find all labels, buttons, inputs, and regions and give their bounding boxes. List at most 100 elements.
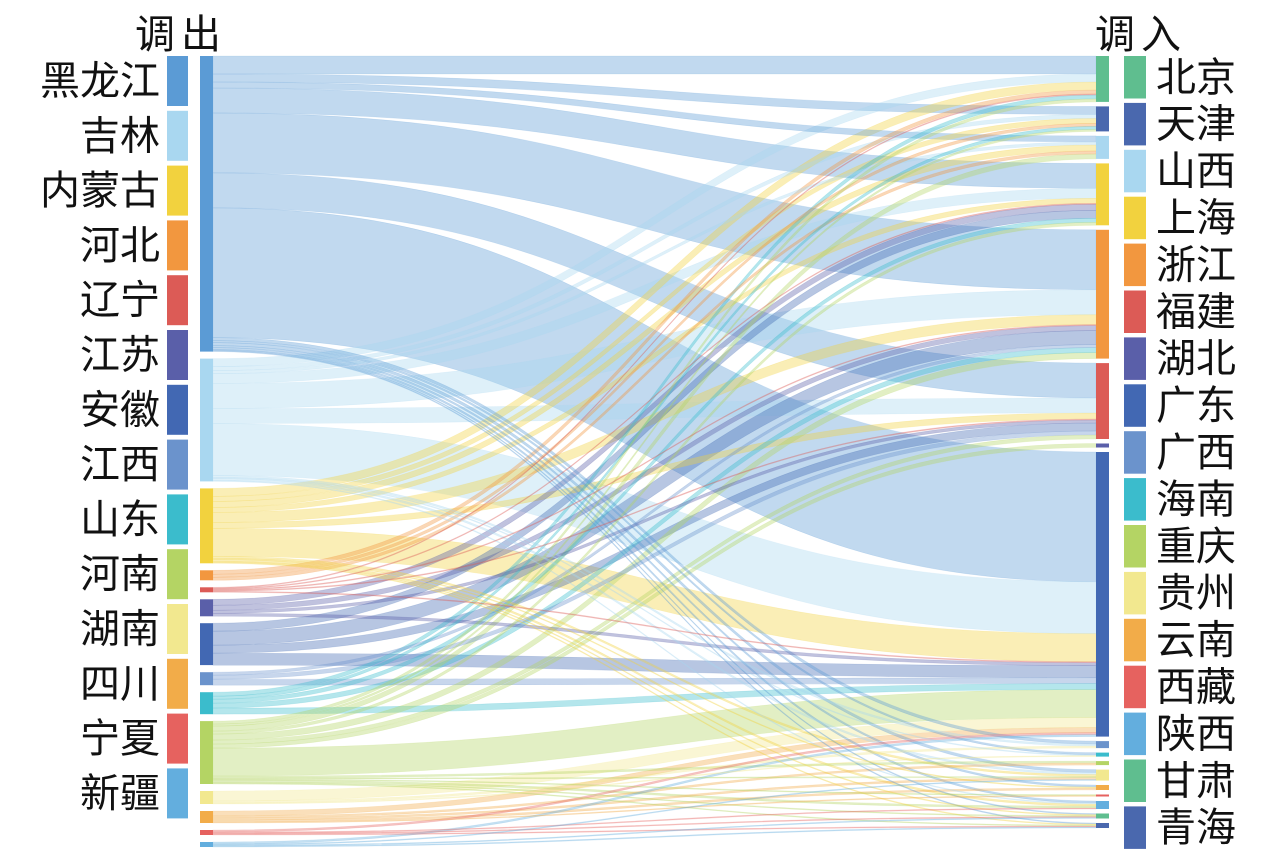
source-label-内蒙古: 内蒙古 (40, 168, 160, 213)
target-label-重庆: 重庆 (1156, 524, 1236, 569)
target-label-广西: 广西 (1156, 430, 1236, 475)
source-label-山东: 山东 (80, 497, 160, 542)
flow-link-黑龙江-北京 (212, 55, 1097, 75)
target-label-广东: 广东 (1156, 383, 1236, 428)
source-label-河北: 河北 (80, 223, 160, 268)
target-label-云南: 云南 (1156, 618, 1236, 663)
target-label-北京: 北京 (1156, 55, 1236, 100)
source-label-宁夏: 宁夏 (80, 716, 160, 761)
target-legend-swatch-浙江 (1124, 243, 1146, 287)
target-legend-swatch-湖北 (1124, 337, 1146, 380)
out-transfer-header: 调出 (135, 12, 227, 57)
source-label-安徽: 安徽 (80, 387, 160, 432)
target-node-陕西 (1096, 801, 1109, 809)
target-legend-swatch-天津 (1124, 102, 1146, 146)
target-legend-swatch-青海 (1124, 806, 1146, 849)
target-legend-swatch-海南 (1124, 478, 1146, 521)
target-node-重庆 (1096, 761, 1109, 766)
target-node-云南 (1096, 785, 1109, 790)
target-label-青海: 青海 (1156, 805, 1236, 850)
target-node-山西 (1096, 135, 1109, 159)
source-node-吉林 (200, 358, 213, 482)
source-legend-swatch-安徽 (167, 384, 188, 435)
source-node-黑龙江 (200, 56, 213, 352)
flow-link-河南-上海 (212, 221, 1097, 735)
target-legend-swatch-西藏 (1124, 665, 1146, 709)
source-label-辽宁: 辽宁 (80, 278, 160, 323)
source-label-新疆: 新疆 (80, 771, 160, 816)
source-node-江西 (200, 672, 213, 686)
target-node-湖北 (1096, 443, 1109, 448)
source-node-河北 (200, 570, 213, 581)
target-node-北京 (1096, 56, 1109, 102)
target-label-陕西: 陕西 (1156, 711, 1236, 756)
target-legend-swatch-甘肃 (1124, 759, 1146, 802)
in-transfer-header: 调入 (1095, 12, 1187, 57)
target-legend-swatch-云南 (1124, 618, 1146, 662)
source-node-四川 (200, 811, 213, 823)
target-label-海南: 海南 (1156, 477, 1236, 522)
target-legend-swatch-山西 (1124, 149, 1146, 193)
source-legend-swatch-吉林 (167, 110, 188, 161)
target-label-甘肃: 甘肃 (1156, 758, 1236, 803)
target-label-西藏: 西藏 (1156, 664, 1236, 709)
node-bars-layer (200, 56, 1109, 847)
target-legend-swatch-贵州 (1124, 571, 1146, 615)
source-label-江西: 江西 (80, 442, 160, 487)
source-legend-swatch-新疆 (167, 768, 188, 819)
target-node-海南 (1096, 752, 1109, 757)
source-label-吉林: 吉林 (80, 113, 160, 158)
source-legend-swatch-河南 (167, 549, 188, 600)
flow-links-layer (212, 55, 1097, 848)
source-legend-swatch-黑龙江 (167, 56, 188, 106)
source-legend-swatch-内蒙古 (167, 165, 188, 216)
target-legend-swatch-广西 (1124, 431, 1146, 474)
target-legend-swatch-上海 (1124, 196, 1146, 240)
target-legend-swatch-广东 (1124, 384, 1146, 427)
source-label-黑龙江: 黑龙江 (40, 59, 160, 104)
source-legend-swatch-湖南 (167, 604, 188, 654)
source-node-安徽 (200, 623, 213, 666)
target-node-贵州 (1096, 769, 1109, 781)
source-label-湖南: 湖南 (80, 607, 160, 652)
target-node-上海 (1096, 163, 1109, 226)
source-legend-swatch-宁夏 (167, 713, 188, 764)
source-node-山东 (200, 692, 213, 715)
target-label-浙江: 浙江 (1156, 242, 1236, 287)
target-label-湖北: 湖北 (1156, 336, 1236, 381)
source-legend-swatch-河北 (167, 220, 188, 271)
source-legend-swatch-四川 (167, 658, 188, 709)
target-node-天津 (1096, 106, 1109, 132)
target-node-浙江 (1096, 229, 1109, 359)
target-node-西藏 (1096, 794, 1109, 797)
target-node-甘肃 (1096, 813, 1109, 819)
target-legend-swatch-陕西 (1124, 712, 1146, 756)
source-node-湖南 (200, 791, 213, 804)
target-label-天津: 天津 (1156, 102, 1236, 147)
source-node-内蒙古 (200, 488, 213, 564)
target-label-上海: 上海 (1156, 195, 1236, 240)
target-label-贵州: 贵州 (1156, 571, 1236, 616)
target-label-山西: 山西 (1156, 149, 1236, 194)
source-label-江苏: 江苏 (80, 333, 160, 378)
source-label-河南: 河南 (80, 552, 160, 597)
target-legend-swatch-福建 (1124, 290, 1146, 333)
source-label-四川: 四川 (80, 661, 160, 706)
target-legend-swatch-北京 (1124, 56, 1146, 99)
target-node-广东 (1096, 452, 1109, 737)
source-node-新疆 (200, 842, 213, 847)
target-node-福建 (1096, 363, 1109, 439)
source-node-河南 (200, 721, 213, 784)
source-legend-swatch-辽宁 (167, 275, 188, 326)
source-node-江苏 (200, 599, 213, 617)
source-node-宁夏 (200, 830, 213, 835)
target-node-广西 (1096, 741, 1109, 749)
source-legend-swatch-山东 (167, 494, 188, 545)
target-node-青海 (1096, 823, 1109, 828)
target-legend-swatch-重庆 (1124, 525, 1146, 568)
source-legend-swatch-江苏 (167, 330, 188, 380)
source-legend-swatch-江西 (167, 439, 188, 490)
